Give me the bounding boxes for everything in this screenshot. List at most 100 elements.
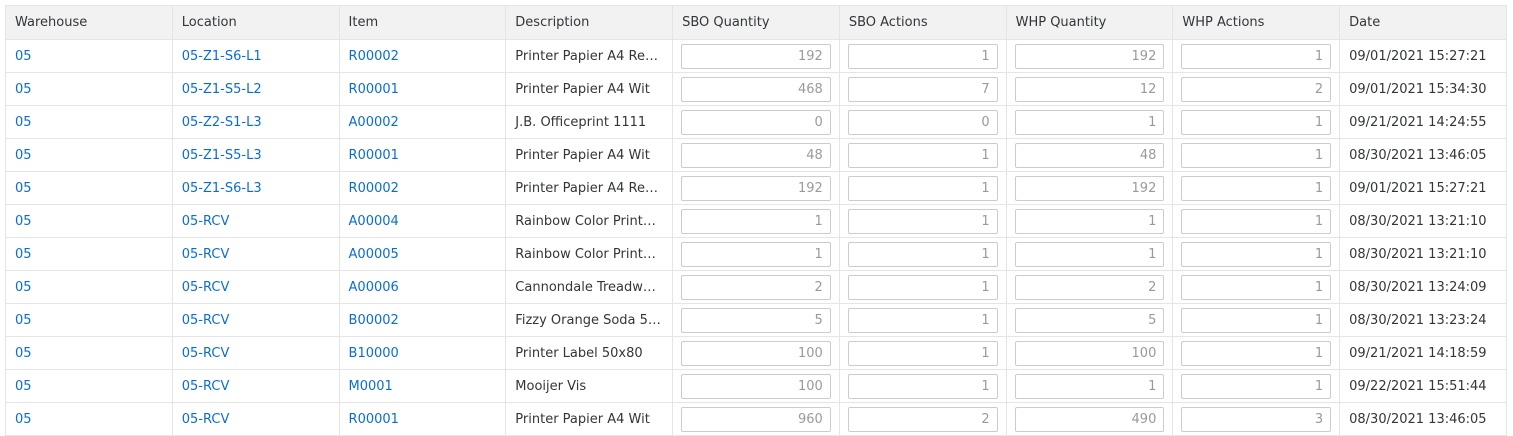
sbo-actions-input[interactable]	[847, 241, 998, 267]
sbo-qty-input[interactable]	[681, 175, 831, 201]
warehouse-link[interactable]: 05	[5, 270, 173, 304]
whp-qty-input[interactable]	[1014, 307, 1165, 333]
sbo-actions-cell	[838, 39, 1007, 73]
location-link[interactable]: 05-Z1-S5-L3	[171, 138, 340, 172]
sbo-qty-input[interactable]	[681, 274, 831, 300]
location-link[interactable]: 05-RCV	[171, 303, 340, 337]
whp-qty-input[interactable]	[1014, 373, 1165, 399]
whp-actions-input[interactable]	[1181, 142, 1332, 168]
whp-actions-input[interactable]	[1181, 175, 1332, 201]
item-link[interactable]: A00002	[338, 105, 507, 139]
item-link[interactable]: A00006	[338, 270, 507, 304]
column-header-sbo-actions[interactable]: SBO Actions	[838, 5, 1007, 40]
location-link[interactable]: 05-Z1-S5-L2	[171, 72, 340, 106]
whp-actions-input[interactable]	[1181, 109, 1332, 135]
column-header-whp-actions[interactable]: WHP Actions	[1172, 5, 1341, 40]
column-header-description[interactable]: Description	[505, 5, 674, 40]
warehouse-link[interactable]: 05	[5, 39, 173, 73]
item-link[interactable]: R00002	[338, 171, 507, 205]
whp-actions-input[interactable]	[1181, 76, 1332, 102]
whp-qty-input[interactable]	[1014, 76, 1165, 102]
sbo-qty-input[interactable]	[681, 307, 831, 333]
whp-qty-input[interactable]	[1014, 43, 1165, 69]
item-link[interactable]: B10000	[338, 336, 507, 370]
location-link[interactable]: 05-RCV	[171, 369, 340, 403]
warehouse-link[interactable]: 05	[5, 204, 173, 238]
sbo-qty-cell	[672, 171, 840, 205]
sbo-actions-input[interactable]	[847, 274, 998, 300]
location-link[interactable]: 05-RCV	[171, 204, 340, 238]
item-link[interactable]: A00005	[338, 237, 507, 271]
whp-qty-input[interactable]	[1014, 175, 1165, 201]
sbo-qty-input[interactable]	[681, 109, 831, 135]
sbo-actions-input[interactable]	[847, 76, 998, 102]
whp-qty-input[interactable]	[1014, 142, 1165, 168]
column-header-item[interactable]: Item	[338, 5, 507, 40]
column-header-date[interactable]: Date	[1339, 5, 1507, 40]
sbo-qty-input[interactable]	[681, 43, 831, 69]
sbo-qty-input[interactable]	[681, 208, 831, 234]
column-header-whp-quantity[interactable]: WHP Quantity	[1005, 5, 1174, 40]
whp-actions-input[interactable]	[1181, 43, 1332, 69]
sbo-qty-input[interactable]	[681, 340, 831, 366]
item-link[interactable]: M0001	[338, 369, 507, 403]
column-header-location[interactable]: Location	[171, 5, 340, 40]
sbo-qty-cell	[672, 369, 840, 403]
item-link[interactable]: R00002	[338, 39, 507, 73]
whp-actions-input[interactable]	[1181, 241, 1332, 267]
item-link[interactable]: R00001	[338, 138, 507, 172]
warehouse-link[interactable]: 05	[5, 105, 173, 139]
whp-actions-input[interactable]	[1181, 208, 1332, 234]
sbo-actions-input[interactable]	[847, 142, 998, 168]
whp-actions-input[interactable]	[1181, 373, 1332, 399]
sbo-actions-input[interactable]	[847, 340, 998, 366]
whp-actions-input[interactable]	[1181, 274, 1332, 300]
item-link[interactable]: A00004	[338, 204, 507, 238]
location-link[interactable]: 05-RCV	[171, 336, 340, 370]
sbo-actions-input[interactable]	[847, 43, 998, 69]
sbo-qty-input[interactable]	[681, 406, 831, 432]
whp-qty-input[interactable]	[1014, 241, 1165, 267]
sbo-qty-input[interactable]	[681, 142, 831, 168]
location-link[interactable]: 05-Z1-S6-L3	[171, 171, 340, 205]
whp-qty-input[interactable]	[1014, 109, 1165, 135]
warehouse-link[interactable]: 05	[5, 303, 173, 337]
item-link[interactable]: R00001	[338, 402, 507, 436]
whp-qty-input[interactable]	[1014, 208, 1165, 234]
sbo-actions-input[interactable]	[847, 109, 998, 135]
item-link[interactable]: B00002	[338, 303, 507, 337]
sbo-actions-cell	[838, 204, 1007, 238]
whp-actions-input[interactable]	[1181, 340, 1332, 366]
column-header-warehouse[interactable]: Warehouse	[5, 5, 173, 40]
location-link[interactable]: 05-RCV	[171, 270, 340, 304]
warehouse-link[interactable]: 05	[5, 72, 173, 106]
location-link[interactable]: 05-Z2-S1-L3	[171, 105, 340, 139]
whp-actions-cell	[1172, 204, 1341, 238]
warehouse-link[interactable]: 05	[5, 171, 173, 205]
warehouse-link[interactable]: 05	[5, 237, 173, 271]
sbo-actions-input[interactable]	[847, 208, 998, 234]
location-link[interactable]: 05-Z1-S6-L1	[171, 39, 340, 73]
column-header-sbo-quantity[interactable]: SBO Quantity	[672, 5, 840, 40]
location-link[interactable]: 05-RCV	[171, 237, 340, 271]
sbo-actions-input[interactable]	[847, 406, 998, 432]
warehouse-link[interactable]: 05	[5, 402, 173, 436]
sbo-actions-input[interactable]	[847, 175, 998, 201]
sbo-actions-input[interactable]	[847, 373, 998, 399]
sbo-qty-input[interactable]	[681, 241, 831, 267]
sbo-actions-input[interactable]	[847, 307, 998, 333]
whp-qty-input[interactable]	[1014, 340, 1165, 366]
warehouse-link[interactable]: 05	[5, 138, 173, 172]
warehouse-link[interactable]: 05	[5, 336, 173, 370]
whp-actions-input[interactable]	[1181, 307, 1332, 333]
sbo-qty-input[interactable]	[681, 373, 831, 399]
warehouse-link[interactable]: 05	[5, 369, 173, 403]
location-link[interactable]: 05-RCV	[171, 402, 340, 436]
whp-qty-input[interactable]	[1014, 406, 1165, 432]
item-link[interactable]: R00001	[338, 72, 507, 106]
whp-qty-input[interactable]	[1014, 274, 1165, 300]
date-cell: 08/30/2021 13:46:05	[1339, 138, 1507, 172]
sbo-qty-input[interactable]	[681, 76, 831, 102]
whp-actions-input[interactable]	[1181, 406, 1332, 432]
